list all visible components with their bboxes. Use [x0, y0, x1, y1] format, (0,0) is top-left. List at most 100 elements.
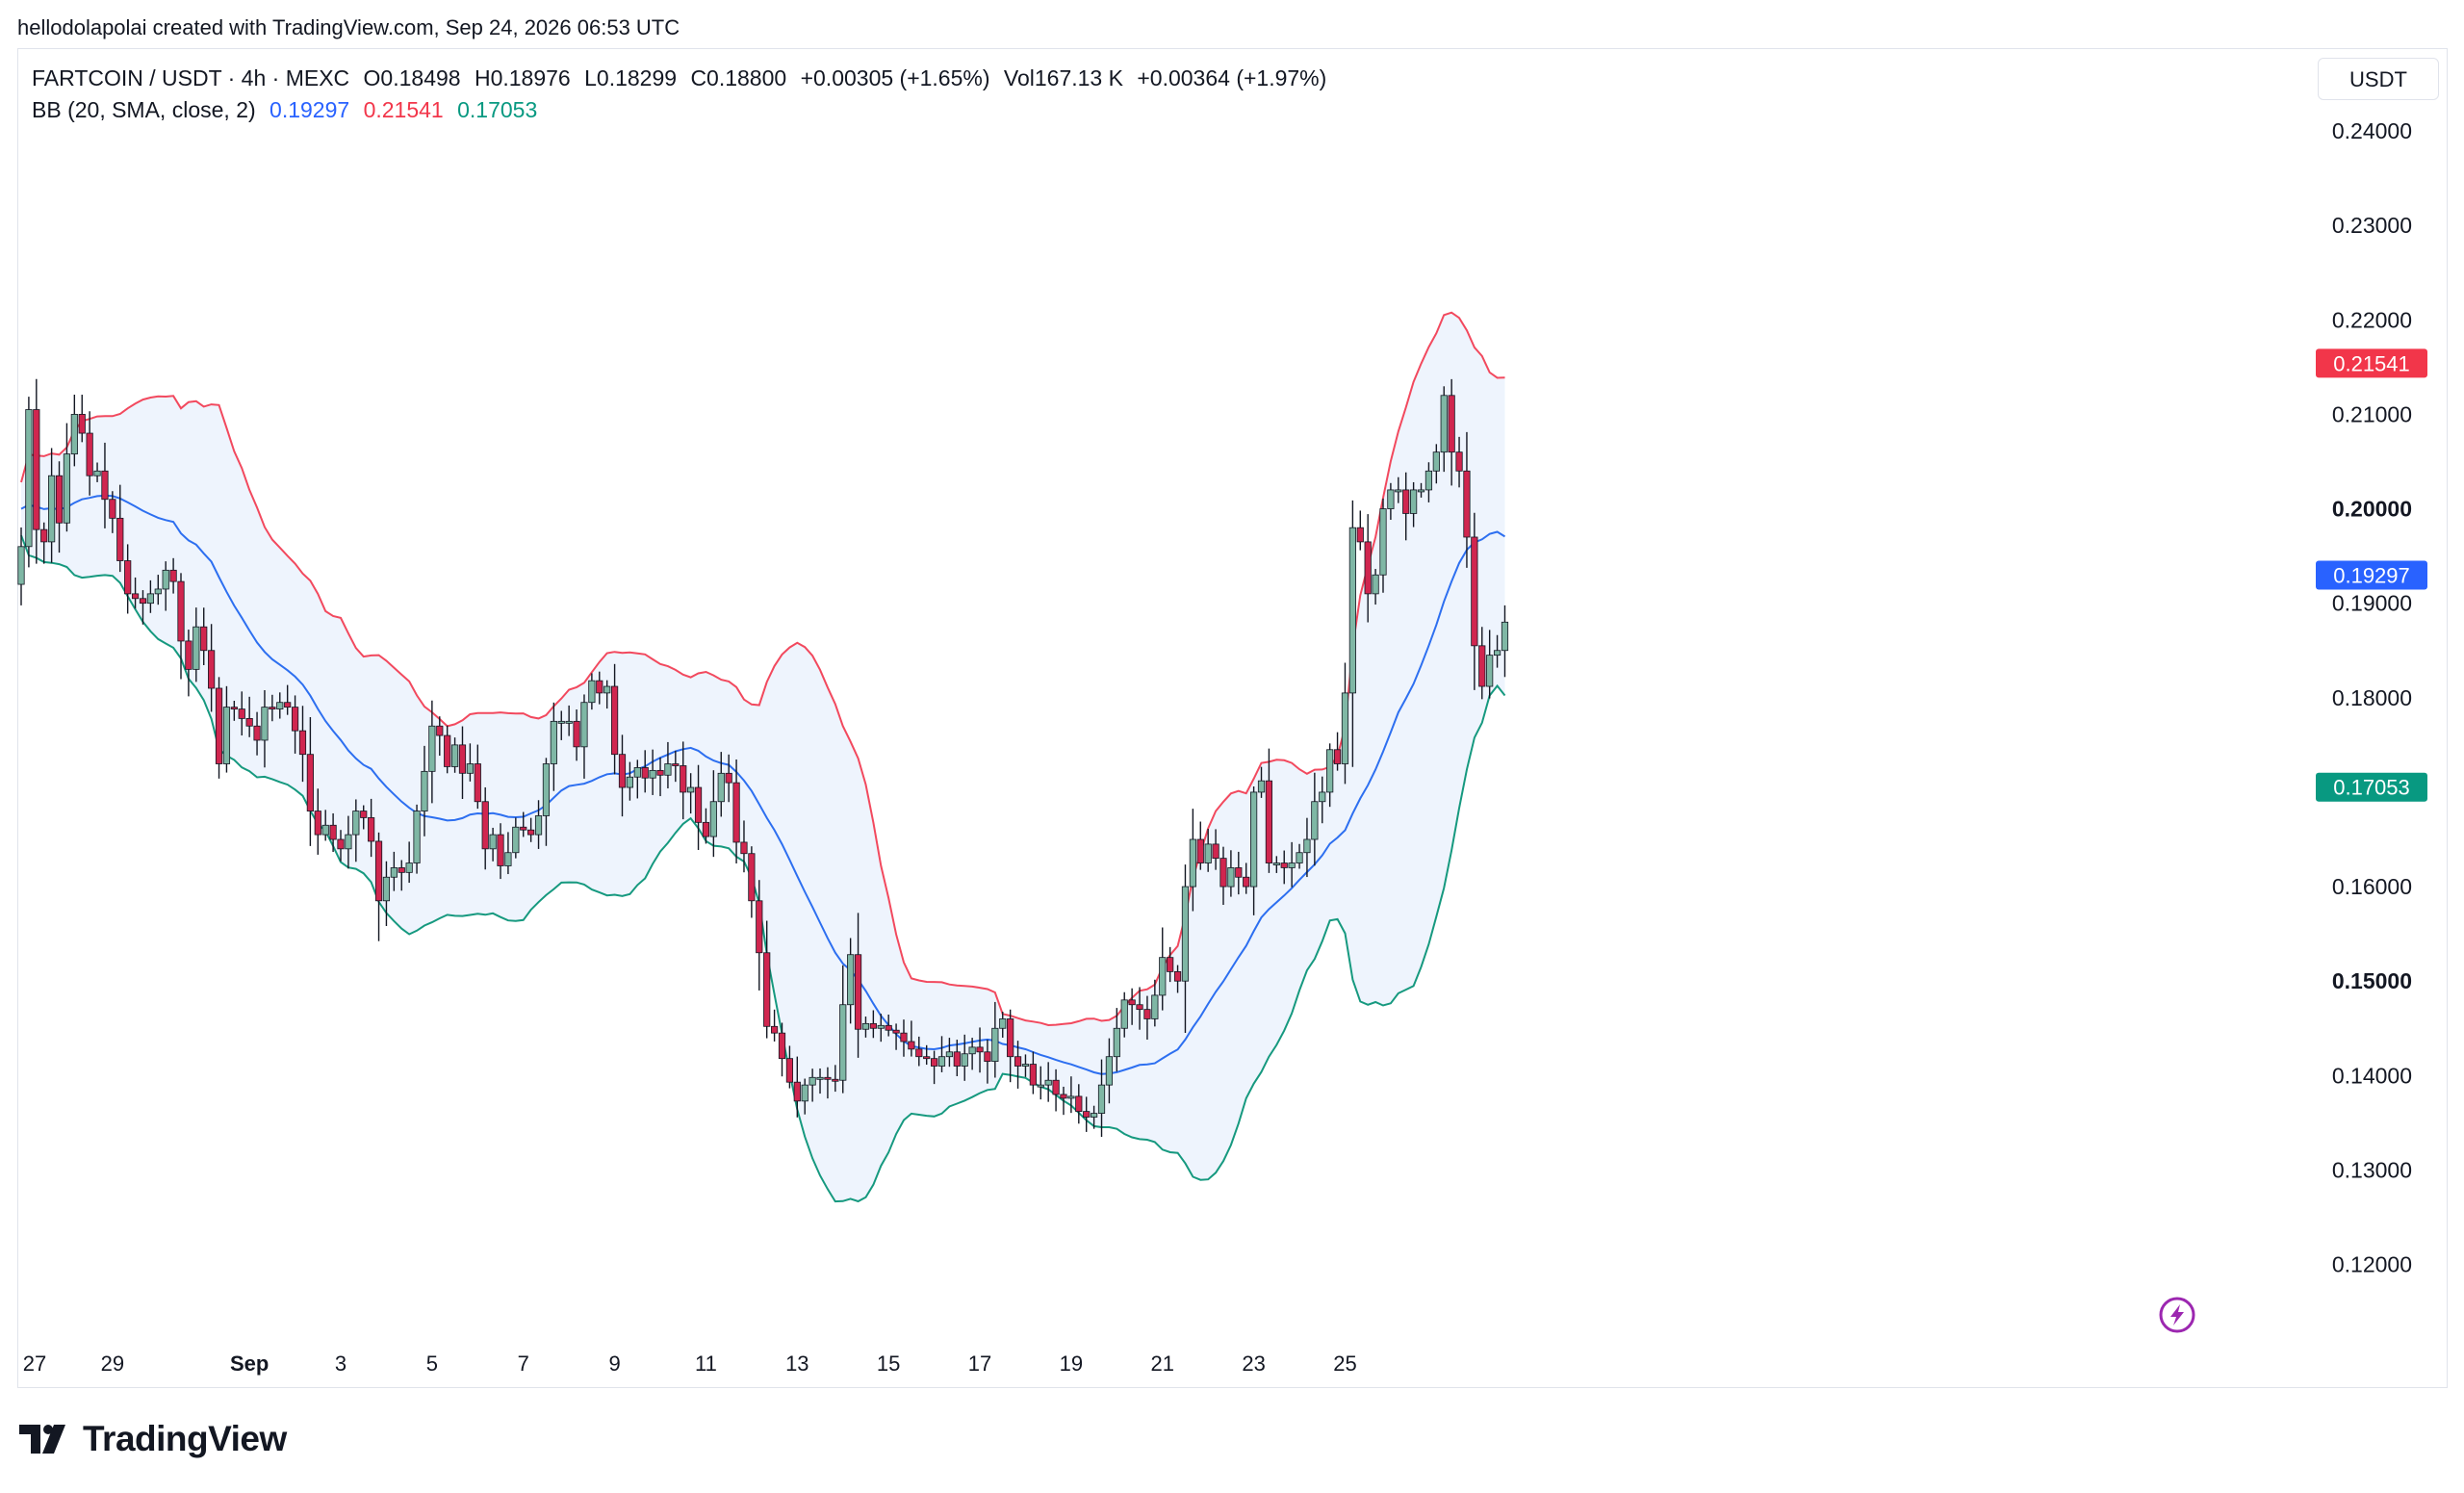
candle: [101, 442, 109, 528]
candle-body: [1356, 527, 1364, 543]
candle: [466, 743, 474, 782]
time-axis-label: 5: [426, 1351, 438, 1376]
candle-body: [931, 1058, 938, 1067]
price-tags: 0.21541 0.19297 0.17053: [2316, 348, 2427, 802]
candle: [25, 397, 33, 568]
candle-body: [1478, 645, 1486, 687]
indicator-title[interactable]: BB (20, SMA, close, 2): [32, 97, 256, 122]
candle-body: [709, 801, 717, 837]
candle-body: [861, 1022, 870, 1030]
currency-button[interactable]: USDT: [2318, 58, 2439, 100]
candle-body: [444, 734, 451, 767]
candle: [1272, 856, 1280, 873]
candle: [984, 1039, 991, 1084]
candle-body: [596, 680, 603, 694]
candle-body: [450, 744, 459, 767]
candle-body: [1379, 508, 1387, 576]
high-value: H0.18976: [474, 65, 571, 90]
candle-body: [101, 470, 109, 501]
candle: [680, 741, 687, 820]
candle: [40, 522, 48, 564]
candlesticks: [17, 378, 1509, 1138]
candle: [778, 1022, 786, 1077]
candle: [405, 841, 413, 884]
candle: [512, 817, 520, 859]
candle: [1029, 1051, 1037, 1094]
candle: [1091, 1105, 1098, 1129]
candle-body: [382, 876, 391, 902]
candle-body: [269, 707, 276, 710]
candle-body: [48, 475, 56, 543]
candle-body: [869, 1022, 877, 1029]
price-axis-label: 0.22000: [2332, 307, 2412, 332]
candle-body: [512, 826, 520, 854]
candle: [756, 880, 763, 991]
candle-body: [1159, 957, 1167, 996]
candle: [885, 1014, 892, 1037]
candle: [269, 694, 276, 722]
candle-body: [1097, 1084, 1106, 1114]
candle-body: [208, 650, 216, 689]
candle: [253, 711, 261, 756]
candle: [169, 557, 177, 594]
candle-body: [116, 517, 124, 561]
candle-body: [481, 801, 489, 850]
candle: [687, 773, 695, 814]
candle: [1037, 1066, 1044, 1100]
candle-body: [1326, 749, 1334, 793]
candle: [748, 846, 756, 918]
candle: [534, 800, 543, 849]
time-axis-label: 9: [608, 1351, 620, 1376]
candle: [664, 741, 672, 788]
candle-body: [1021, 1064, 1030, 1067]
candle-body: [374, 840, 383, 902]
time-axis-label: 19: [1060, 1351, 1083, 1376]
candle-body: [458, 744, 467, 774]
volume-value: Vol167.13 K: [1003, 65, 1123, 90]
candle: [314, 788, 321, 855]
candle: [1372, 569, 1379, 605]
candle: [1348, 500, 1356, 767]
tradingview-brand[interactable]: TradingView: [19, 1419, 287, 1459]
candle-body: [154, 588, 162, 595]
symbol-title[interactable]: FARTCOIN / USDT · 4h · MEXC: [32, 65, 350, 90]
candle-body: [633, 767, 641, 778]
candle-body: [1288, 862, 1296, 868]
candle-body: [847, 954, 855, 1006]
candle-body: [177, 580, 185, 642]
candle: [1257, 766, 1266, 798]
candle: [208, 624, 216, 712]
candle-body: [93, 470, 101, 476]
price-tag-box: [2316, 348, 2427, 378]
candle-body: [215, 687, 223, 764]
candle-body: [124, 560, 132, 595]
candle: [276, 692, 284, 719]
price-tag-label: 0.17053: [2333, 776, 2410, 800]
price-axis-label: 0.21000: [2332, 401, 2412, 426]
close-value: C0.18800: [690, 65, 787, 90]
candle-body: [192, 626, 200, 670]
lightning-bolt-icon[interactable]: [2159, 1297, 2195, 1333]
time-axis-label: 7: [518, 1351, 529, 1376]
candle: [1387, 482, 1395, 520]
candle-body: [337, 838, 345, 850]
candle: [481, 786, 489, 870]
volume-change-value: +0.00364 (+1.97%): [1137, 65, 1327, 90]
candle-body: [580, 702, 588, 748]
candle-body: [565, 720, 573, 724]
candle: [390, 851, 398, 891]
candle: [808, 1068, 816, 1102]
candle: [139, 590, 147, 625]
candle: [961, 1034, 968, 1081]
candle-body: [185, 640, 192, 670]
candle: [854, 913, 862, 1058]
candle-body: [1463, 470, 1471, 538]
candle: [603, 680, 611, 709]
candle: [413, 804, 421, 874]
candle-body: [1493, 650, 1502, 656]
candle-body: [78, 414, 86, 434]
candle-body: [702, 821, 710, 837]
candle-body: [656, 769, 664, 776]
price-tag-box: [2316, 772, 2427, 802]
